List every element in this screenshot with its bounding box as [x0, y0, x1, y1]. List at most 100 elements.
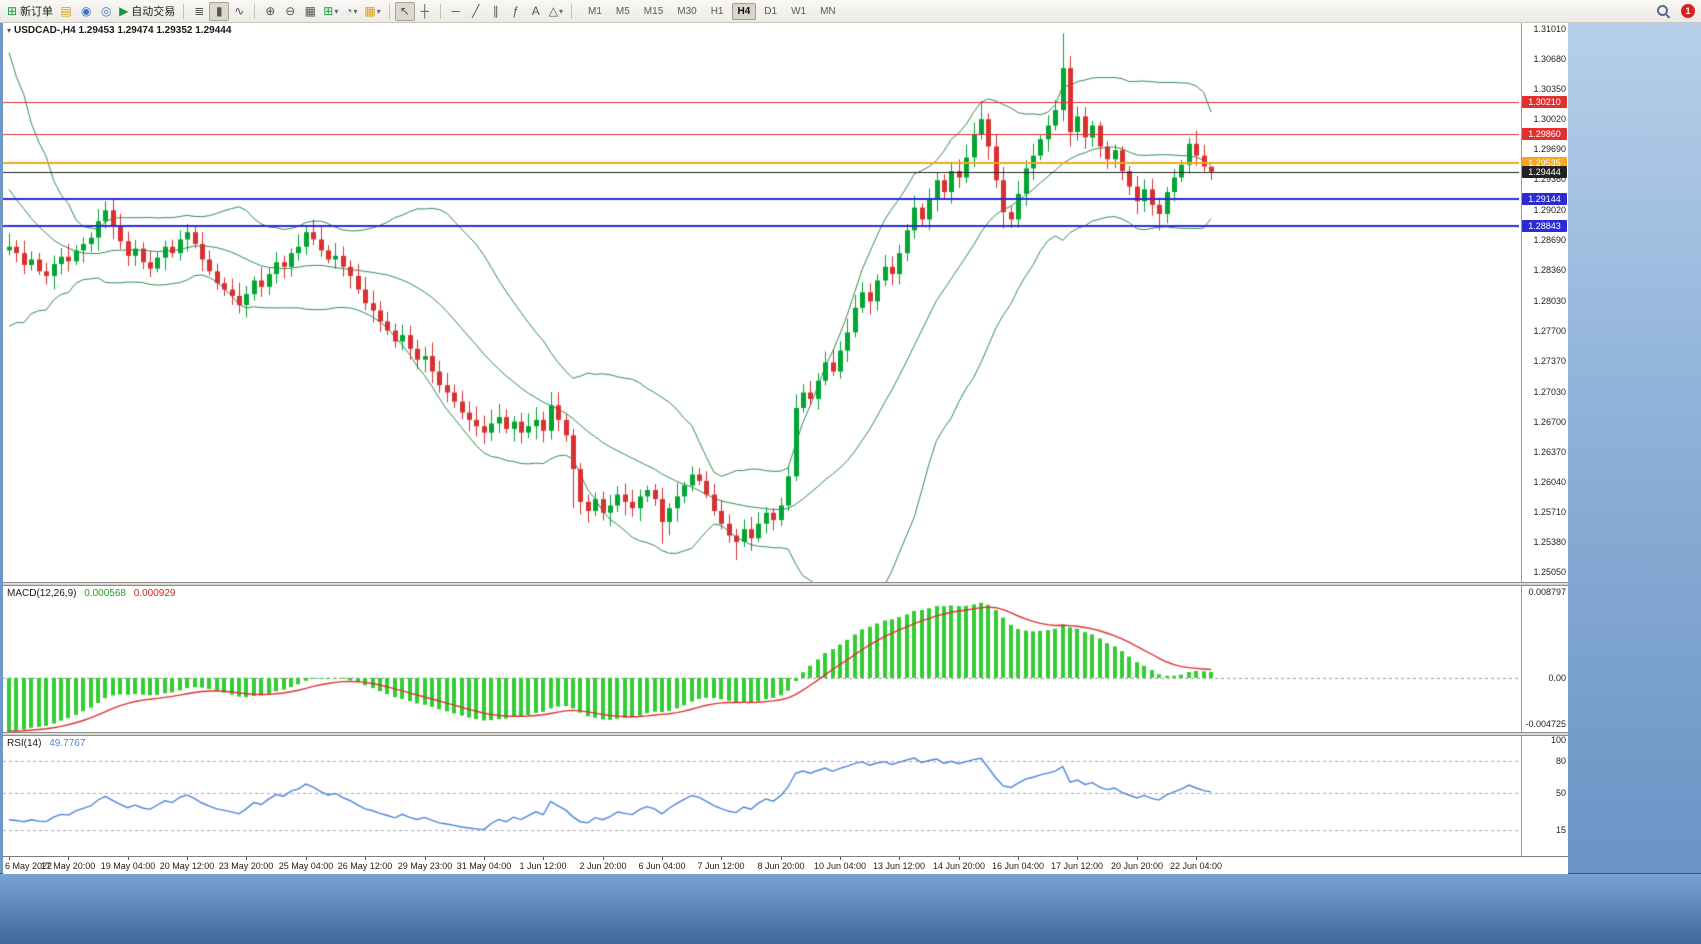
tile-windows-button[interactable]: ▦: [300, 2, 320, 21]
search-icon[interactable]: [1656, 4, 1671, 19]
time-axis-tick: [246, 857, 247, 860]
toolbar-separator: [439, 3, 441, 19]
toolbar-separator: [388, 3, 390, 19]
price-scale-label: 1.30680: [1533, 54, 1566, 65]
price-scale-label: 1.30350: [1533, 84, 1566, 95]
crosshair-button[interactable]: ┼: [415, 2, 435, 21]
zoom-in-icon: ⊕: [265, 4, 276, 18]
panel-separator[interactable]: [3, 732, 1568, 736]
price-tag-support-line-1: 1.29144: [1522, 193, 1567, 205]
time-axis-tick: [1077, 857, 1078, 860]
time-axis-label: 29 May 23:00: [397, 861, 453, 871]
dropdown-arrow-icon[interactable]: ▾: [334, 6, 339, 16]
channel-button[interactable]: ∥: [486, 2, 506, 21]
trendline-icon: ╱: [472, 4, 480, 18]
notification-badge[interactable]: 1: [1681, 4, 1695, 18]
time-axis-label: 31 May 04:00: [456, 861, 512, 871]
horizontal-line-icon: ─: [451, 4, 460, 18]
time-axis-tick: [603, 857, 604, 860]
auto-trading-icon: ▶: [119, 4, 129, 18]
rsi-canvas[interactable]: [3, 736, 1519, 856]
price-scale-label: 1.29020: [1533, 205, 1566, 216]
fibonacci-button[interactable]: ƒ: [506, 2, 526, 21]
zoom-out-button[interactable]: ⊖: [280, 2, 300, 21]
time-axis-tick: [781, 857, 782, 860]
timeframe-M15[interactable]: M15: [643, 5, 664, 17]
panel-separator[interactable]: [3, 582, 1568, 586]
time-axis-tick: [721, 857, 722, 860]
price-scale-label: 1.28360: [1533, 265, 1566, 276]
time-axis-tick: [128, 857, 129, 860]
time-axis-label: 13 Jun 12:00: [872, 861, 926, 871]
macd-scale-label: 0.008797: [1528, 587, 1566, 597]
dropdown-arrow-icon[interactable]: ▾: [376, 6, 381, 16]
price-chart-canvas[interactable]: [3, 23, 1519, 582]
trendline-button[interactable]: ╱: [466, 2, 486, 21]
rsi-panel: RSI(14) 49.7767 100 80 50 15: [3, 736, 1568, 856]
macd-main-value: 0.000568: [84, 588, 126, 599]
price-tag-resistance-line-2: 1.29860: [1522, 127, 1567, 140]
timeframe-H1[interactable]: H1: [710, 5, 724, 17]
line-chart-button[interactable]: ∿: [229, 2, 249, 21]
candlestick-chart-button[interactable]: ▮: [209, 1, 230, 21]
crosshair-icon: ┼: [420, 4, 429, 18]
price-scale-label: 1.28690: [1533, 235, 1566, 246]
timeframe-M5[interactable]: M5: [615, 5, 630, 17]
channel-icon: ∥: [492, 4, 499, 18]
time-axis-label: 1 Jun 12:00: [519, 861, 567, 871]
time-axis-tick: [425, 857, 426, 860]
profiles-button[interactable]: ◔ ▾: [341, 2, 361, 21]
cursor-button[interactable]: ↖: [394, 1, 415, 21]
time-axis-label: 20 Jun 20:00: [1110, 861, 1164, 871]
text-tool-button[interactable]: A: [526, 2, 546, 21]
profiles-icon: ◔: [345, 4, 353, 18]
price-scale[interactable]: 1.31010 1.30680 1.30350 1.30020 1.29690 1.293…: [1521, 23, 1568, 582]
timeframe-toolbar: M1 M5 M15 M30 H1 H4 D1 W1 MN: [581, 2, 843, 20]
price-scale-label: 1.28030: [1533, 295, 1566, 306]
bar-chart-button[interactable]: ≣: [189, 2, 209, 21]
time-axis-tick: [1137, 857, 1138, 860]
charts-button[interactable]: ▤: [56, 2, 76, 21]
workspace: ▾ USDCAD-,H4 1.29453 1.29474 1.29352 1.2…: [0, 23, 1701, 874]
macd-indicator-label: MACD(12,26,9) 0.000568 0.000929: [7, 588, 175, 599]
macd-canvas[interactable]: [3, 586, 1519, 732]
dropdown-arrow-icon[interactable]: ▾: [558, 6, 563, 16]
timeframe-H4[interactable]: H4: [731, 2, 757, 20]
dropdown-arrow-icon[interactable]: ▾: [353, 6, 358, 16]
toolbar-separator: [570, 3, 572, 19]
market-watch-button[interactable]: ◉: [76, 2, 96, 21]
macd-scale[interactable]: 0.008797 0.00 -0.004725: [1521, 586, 1568, 732]
time-axis-label: 25 May 04:00: [278, 861, 334, 871]
time-axis-tick: [9, 857, 10, 860]
new-order-button[interactable]: ⊞ 新订单: [4, 2, 56, 21]
price-scale-label: 1.25710: [1533, 506, 1566, 517]
timeframe-W1[interactable]: W1: [791, 5, 807, 17]
auto-trading-button[interactable]: ▶ 自动交易: [116, 2, 178, 21]
zoom-in-button[interactable]: ⊕: [260, 2, 280, 21]
time-axis-tick: [306, 857, 307, 860]
rsi-scale[interactable]: 100 80 50 15: [1521, 736, 1568, 856]
macd-scale-label: -0.004725: [1525, 719, 1566, 729]
macd-name: MACD(12,26,9): [7, 588, 77, 599]
time-axis[interactable]: 6 May 2022 17 May 20:00 19 May 04:00 20 May…: [3, 856, 1568, 874]
timeframe-MN[interactable]: MN: [820, 5, 836, 17]
time-axis-label: 6 May 2022: [5, 861, 53, 871]
horizontal-line-button[interactable]: ─: [446, 2, 466, 21]
timeframe-M1[interactable]: M1: [587, 5, 602, 17]
time-axis-tick: [187, 857, 188, 860]
timeframe-D1[interactable]: D1: [764, 5, 778, 17]
one-click-trading-toggle[interactable]: ▾: [7, 26, 12, 35]
charts-icon: ▤: [60, 4, 72, 18]
templates-button[interactable]: ▦ ▾: [361, 2, 383, 21]
data-window-button[interactable]: ◎: [96, 2, 116, 21]
right-window-frame: [1568, 23, 1701, 873]
shapes-button[interactable]: △ ▾: [546, 2, 566, 21]
bar-chart-icon: ≣: [194, 4, 205, 18]
timeframe-M30[interactable]: M30: [677, 5, 697, 17]
time-axis-tick: [484, 857, 485, 860]
new-chart-button[interactable]: ⊞ ▾: [320, 2, 341, 21]
market-watch-icon: ◉: [80, 4, 92, 18]
time-axis-tick: [959, 857, 960, 860]
price-scale-label: 1.30020: [1533, 114, 1566, 125]
rsi-name: RSI(14): [7, 738, 42, 749]
